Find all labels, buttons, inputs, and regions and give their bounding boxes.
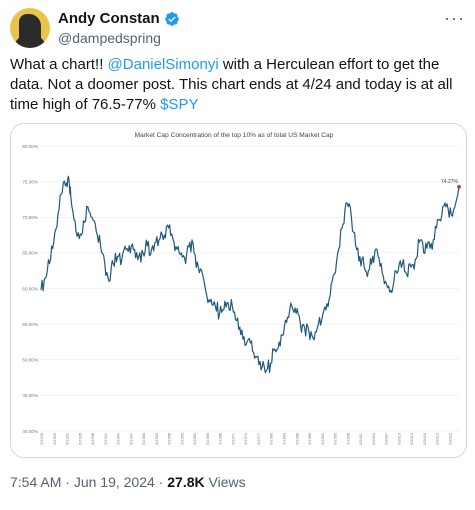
footer-separator-2: · [154, 474, 168, 490]
mention-link[interactable]: @DanielSimonyi [107, 56, 219, 73]
x-tick-label: 6/1986 [295, 433, 299, 445]
x-tick-label: 6/1992 [321, 433, 325, 445]
x-tick-label: 6/1998 [346, 433, 350, 445]
chart-image[interactable]: Market Cap Concentration of the top 10% … [10, 123, 467, 458]
x-tick-label: 6/1959 [180, 433, 184, 445]
concentration-line [40, 175, 460, 374]
x-tick-label: 6/1950 [142, 433, 146, 445]
x-tick-label: 6/2001 [359, 433, 363, 445]
verified-badge-icon [164, 11, 179, 26]
x-tick-label: 6/1968 [219, 433, 223, 445]
x-tick-label: 6/1962 [193, 433, 197, 445]
more-options-icon[interactable]: ··· [444, 8, 465, 28]
x-tick-label: 6/2022 [448, 433, 452, 445]
views-label: Views [204, 474, 246, 490]
x-tick-label: 6/1953 [155, 433, 159, 445]
x-tick-label: 6/2010 [397, 433, 401, 445]
y-tick-label: 40.00% [22, 429, 38, 434]
tweet-date[interactable]: Jun 19, 2024 [73, 474, 155, 490]
tweet-text: What a chart!! @DanielSimonyi with a Her… [10, 55, 465, 115]
x-tick-label: 6/1965 [206, 433, 210, 445]
footer-separator: · [61, 474, 74, 490]
x-tick-label: 6/2016 [423, 433, 427, 445]
x-tick-label: 6/1926 [40, 433, 44, 445]
author-handle[interactable]: @dampedspring [58, 30, 161, 46]
y-axis-ticks: 40.00% 45.00% 50.00% 55.00% 60.00% 65.00% 70.0… [22, 144, 38, 434]
x-tick-label: 6/1983 [283, 433, 287, 445]
y-tick-label: 80.00% [22, 144, 38, 149]
x-tick-label: 6/1938 [91, 433, 95, 445]
x-tick-label: 6/1935 [78, 433, 82, 445]
x-tick-label: 6/1929 [53, 433, 57, 445]
y-tick-label: 60.00% [22, 286, 38, 291]
tweet-text-body: with a Herculean effort to get the data.… [10, 56, 453, 113]
x-tick-label: 6/1956 [168, 433, 172, 445]
author-name-row: Andy Constan [58, 10, 180, 27]
tweet-time[interactable]: 7:54 AM [10, 474, 62, 490]
tweet-text-intro: What a chart!! [10, 56, 108, 73]
end-point-marker [457, 185, 461, 189]
author-name[interactable]: Andy Constan [58, 10, 160, 27]
chart-series: 74.27% [40, 175, 461, 374]
y-tick-label: 50.00% [22, 358, 38, 363]
x-tick-label: 6/1980 [270, 433, 274, 445]
tweet-footer: 7:54 AM · Jun 19, 2024 · 27.8K Views [10, 474, 246, 490]
avatar[interactable] [10, 8, 50, 48]
x-tick-label: 6/1941 [104, 433, 108, 445]
views-count: 27.8K [167, 474, 205, 490]
y-tick-label: 65.00% [22, 251, 38, 256]
end-value-label: 74.27% [441, 179, 459, 185]
x-tick-label: 6/1947 [129, 433, 133, 445]
market-cap-concentration-chart: Market Cap Concentration of the top 10% … [22, 132, 461, 445]
x-tick-label: 6/1974 [244, 433, 248, 445]
tweet-header: Andy Constan @dampedspring ··· [10, 8, 465, 52]
x-tick-label: 6/2007 [385, 433, 389, 445]
chart-title: Market Cap Concentration of the top 10% … [135, 132, 334, 139]
chart-gridlines [41, 145, 459, 432]
x-axis-ticks: 6/1926 6/1929 6/1932 6/1935 6/1938 6/1941 6/19… [40, 433, 452, 445]
y-tick-label: 75.00% [22, 179, 38, 184]
x-tick-label: 6/2004 [372, 433, 376, 445]
y-tick-label: 45.00% [22, 393, 38, 398]
avatar-shoulders [15, 36, 45, 48]
cashtag-link[interactable]: $SPY [160, 96, 199, 113]
y-tick-label: 55.00% [22, 322, 38, 327]
x-tick-label: 6/2019 [436, 433, 440, 445]
x-tick-label: 6/1971 [231, 433, 235, 445]
x-tick-label: 6/2013 [410, 433, 414, 445]
y-tick-label: 70.00% [22, 215, 38, 220]
x-tick-label: 6/1977 [257, 433, 261, 445]
x-tick-label: 6/1989 [308, 433, 312, 445]
x-tick-label: 6/1932 [66, 433, 70, 445]
x-tick-label: 6/1944 [117, 433, 121, 445]
avatar-silhouette [19, 14, 41, 42]
x-tick-label: 6/1995 [334, 433, 338, 445]
